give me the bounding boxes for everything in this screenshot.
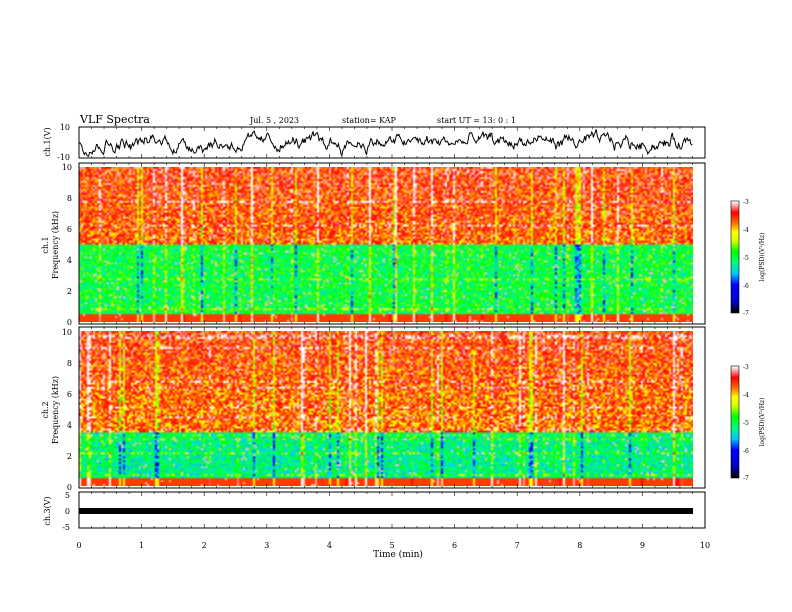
cbar1-tick-m6: -6 (743, 283, 749, 290)
xtick-0: 0 (76, 541, 81, 550)
spec2-ytick-2: 2 (67, 452, 72, 461)
ch3-waveform-line (79, 508, 693, 514)
cbar1-tick-m5: -5 (743, 255, 749, 262)
cbar2-tick-m3: -3 (743, 364, 749, 371)
spec1-ytick-4: 4 (67, 256, 72, 265)
ch1-ytick-top: 10 (60, 123, 70, 132)
spec1-ytick-0: 0 (67, 318, 72, 327)
ch1-waveform-line (78, 129, 693, 157)
ch2-spectrogram-panel: 0 2 4 6 8 10 ch.2 Frequency (kHz) (41, 326, 706, 492)
xtick-5: 5 (389, 541, 394, 550)
figure-title: VLF Spectra (79, 113, 150, 126)
date-label: Jul. 5 , 2023 (249, 116, 299, 125)
ch1-waveform-panel: 10 -10 ch.1(V) (43, 123, 706, 162)
spec2-ytick-8: 8 (67, 359, 72, 368)
cbar2-tick-m4: -4 (743, 392, 749, 399)
xtick-3: 3 (264, 541, 269, 550)
spec1-ytick-10: 10 (62, 163, 72, 172)
x-axis: 0 1 2 3 4 5 6 7 8 9 10 Time (min) (76, 541, 710, 560)
station-label: station= KAP (342, 116, 397, 125)
spec1-ytick-2: 2 (67, 287, 72, 296)
ch1-ytick-bottom: -10 (57, 153, 70, 162)
spec1-ytick-8: 8 (67, 194, 72, 203)
colorbar-1: -3 -4 -5 -6 -7 log(PSD)(V²/Hz) (730, 199, 766, 317)
ch1-spectrogram-panel: 0 2 4 6 8 10 ch.1 Frequency (kHz) (41, 162, 706, 327)
xtick-1: 1 (139, 541, 144, 550)
panel-tick-marks (78, 127, 706, 528)
xtick-4: 4 (327, 541, 332, 550)
spec2-ytick-10: 10 (62, 328, 72, 337)
ch2-spectrogram-image (79, 331, 693, 486)
x-axis-label: Time (min) (373, 549, 423, 560)
cbar2-tick-m5: -5 (743, 420, 749, 427)
colorbar-2-frame (730, 365, 740, 479)
cbar2-label: log(PSD)(V²/Hz) (759, 398, 766, 447)
xtick-2: 2 (202, 541, 207, 550)
ch3-waveform-panel: 5 0 -5 ch.3(V) (43, 491, 706, 532)
xtick-9: 9 (640, 541, 645, 550)
cbar1-tick-m3: -3 (743, 199, 749, 206)
colorbar-2-gradient (731, 366, 739, 478)
ch1-spectrogram-image (79, 167, 693, 322)
cbar2-tick-m6: -6 (743, 448, 749, 455)
spec1-ylabel-channel: ch.1 (41, 236, 50, 253)
spec2-ytick-6: 6 (67, 390, 72, 399)
xtick-8: 8 (577, 541, 582, 550)
xtick-6: 6 (452, 541, 457, 550)
spec2-ylabel-frequency: Frequency (kHz) (51, 376, 60, 444)
spec2-ylabel-channel: ch.2 (41, 401, 50, 418)
cbar1-tick-m4: -4 (743, 227, 749, 234)
spec2-ytick-4: 4 (67, 421, 72, 430)
xtick-10: 10 (700, 541, 710, 550)
ch1-waveform-ylabel: ch.1(V) (43, 127, 52, 156)
ch3-ytick-mid: 0 (65, 507, 70, 516)
ch3-ytick-bottom: -5 (62, 523, 70, 532)
ch3-ytick-top: 5 (65, 491, 70, 500)
spec2-ytick-0: 0 (67, 483, 72, 492)
colorbar-1-frame (730, 200, 740, 314)
ch3-waveform-ylabel: ch.3(V) (43, 496, 52, 525)
xtick-7: 7 (515, 541, 520, 550)
colorbar-2: -3 -4 -5 -6 -7 log(PSD)(V²/Hz) (730, 364, 766, 482)
cbar2-tick-m7: -7 (743, 475, 749, 482)
colorbar-1-gradient (731, 201, 739, 313)
spec1-ylabel-frequency: Frequency (kHz) (51, 211, 60, 279)
cbar1-label: log(PSD)(V²/Hz) (759, 233, 766, 282)
start-time-label: start UT = 13: 0 : 1 (437, 116, 516, 125)
cbar1-tick-m7: -7 (743, 310, 749, 317)
spec1-ytick-6: 6 (67, 225, 72, 234)
